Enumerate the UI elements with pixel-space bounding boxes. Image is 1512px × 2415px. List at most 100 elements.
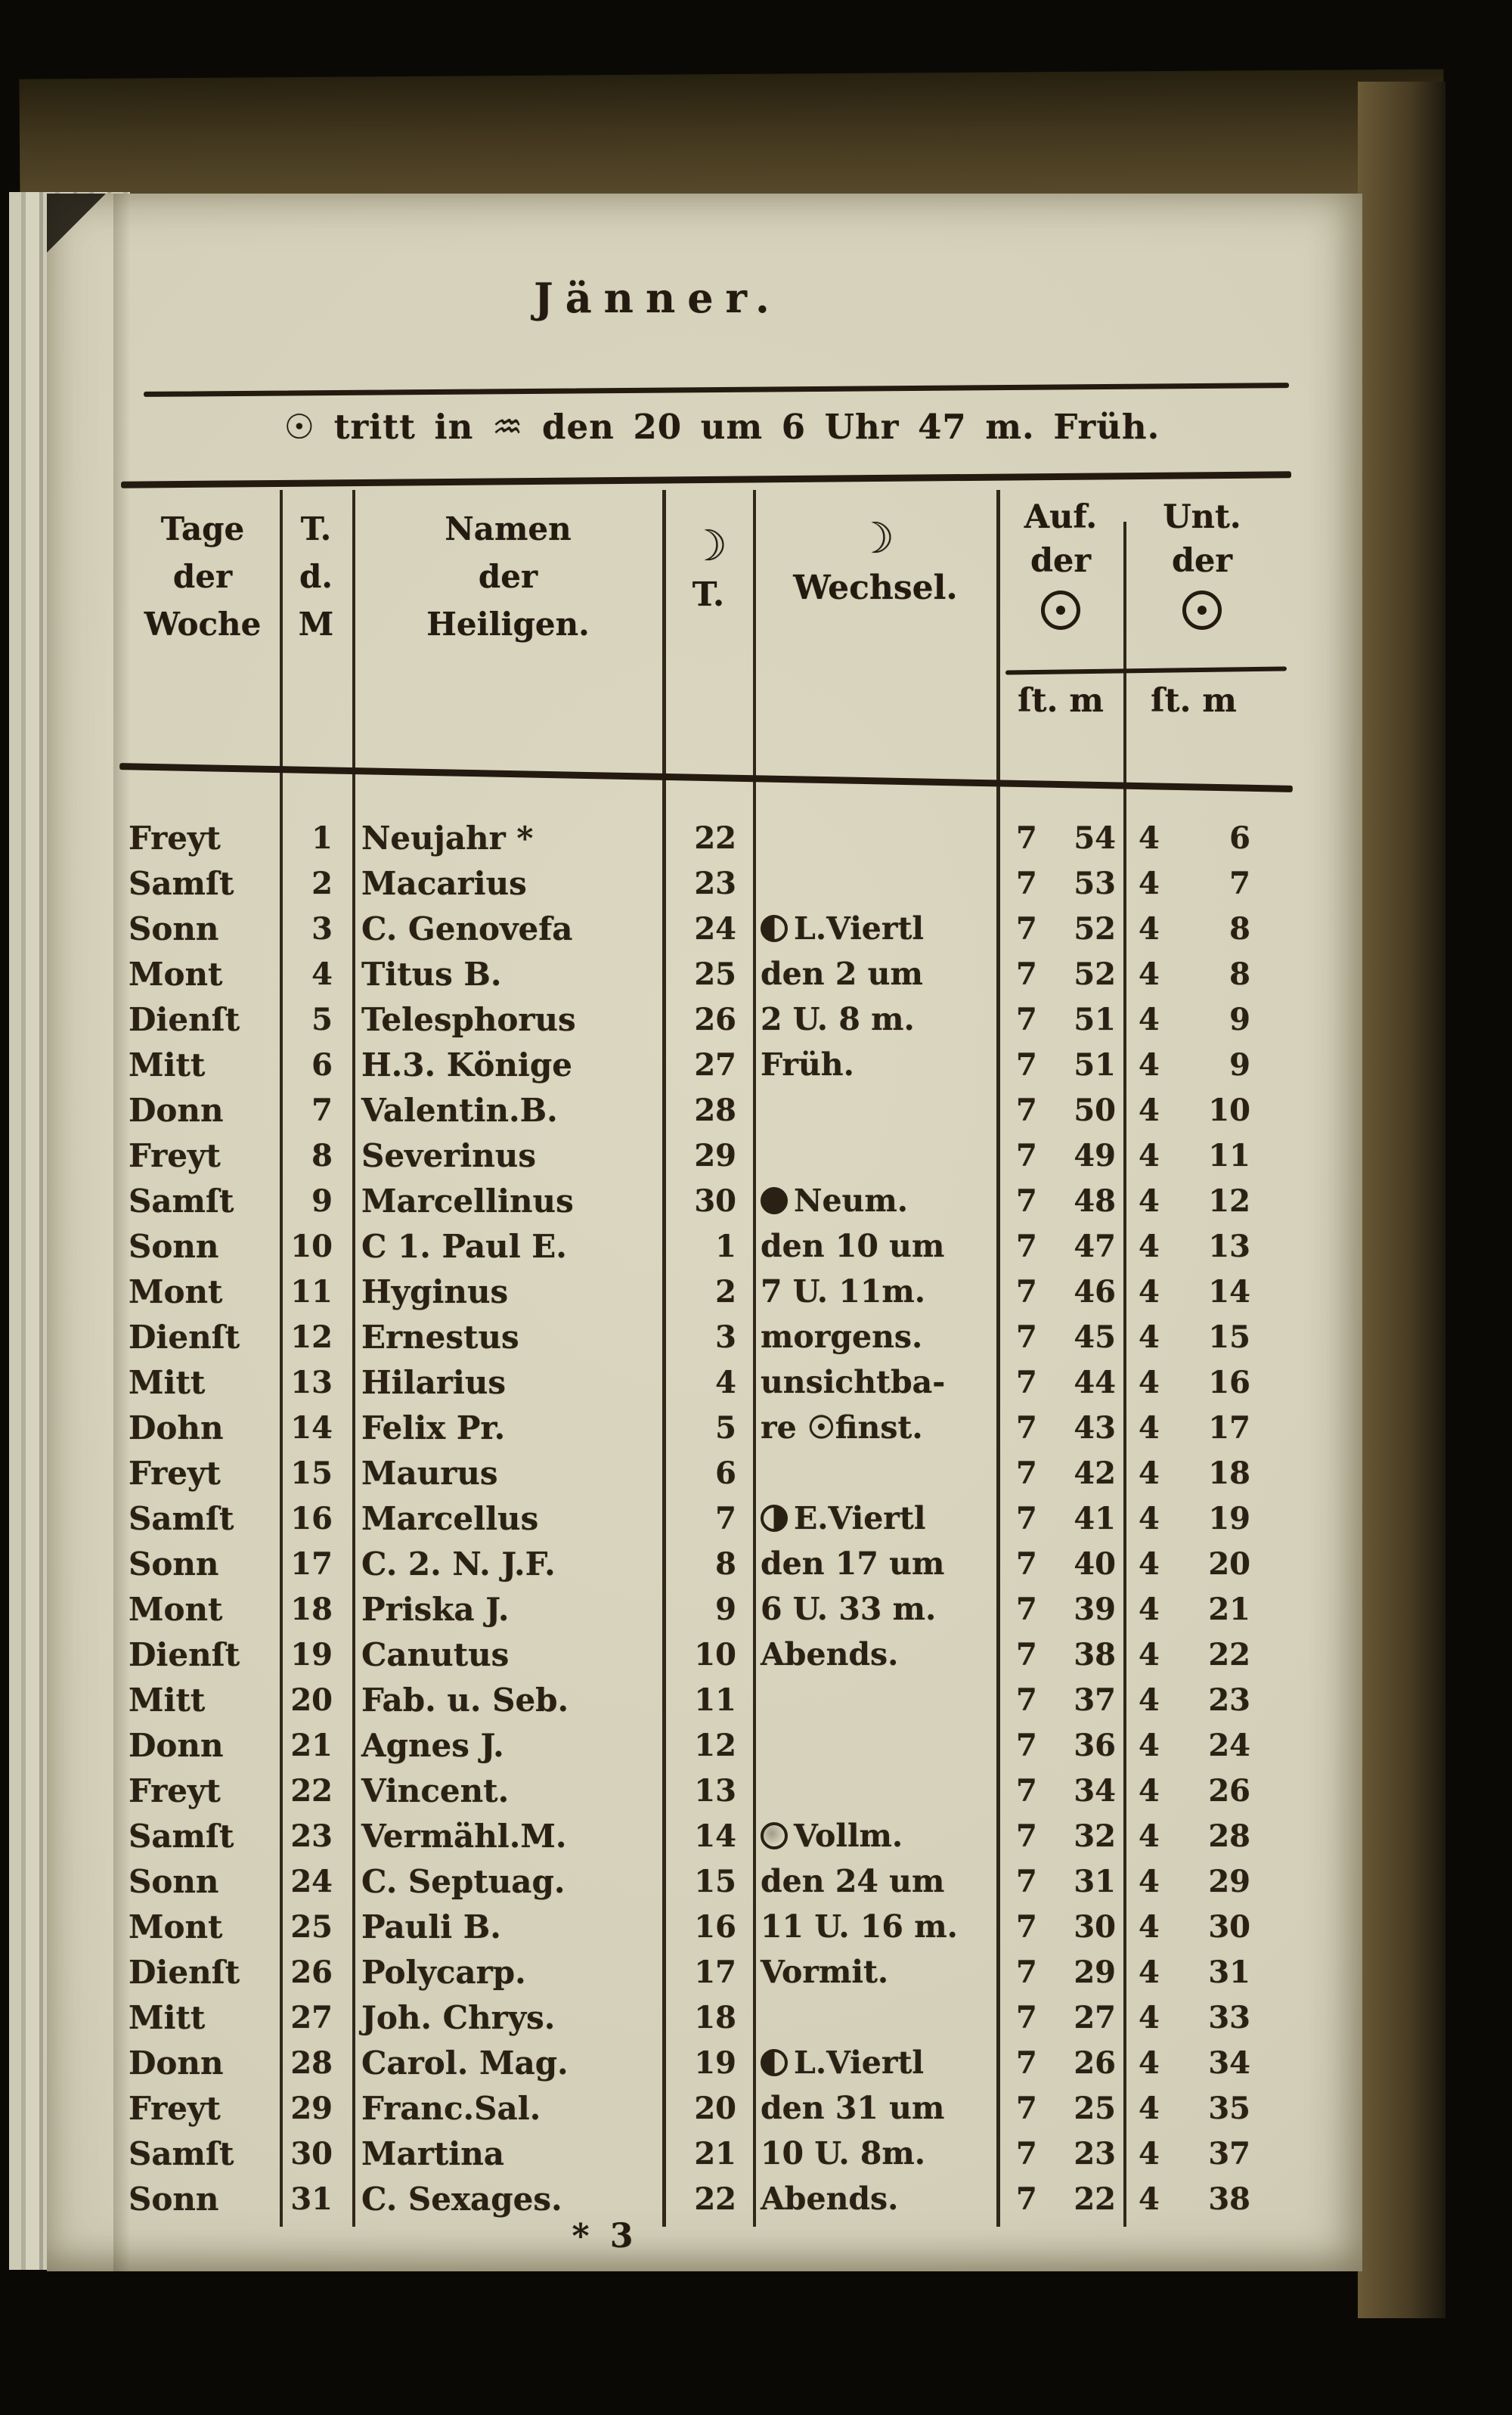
moon-wechsel-cell: 7 U. 11m. [753, 1273, 996, 1310]
table-row: Mont 25 Pauli B. 16 11 U. 16 m. 7 30 4 3… [125, 1904, 1285, 1949]
table-row: Freyt 15 Maurus 6 7 42 4 18 [125, 1450, 1285, 1496]
sunset-minute: 6 [1229, 820, 1250, 856]
weekday-cell: Samſt [129, 2134, 234, 2172]
sunrise-cell: 7 39 [996, 1592, 1123, 1627]
weekday-cell: Dienſt [129, 1953, 240, 1991]
sunset-cell: 4 12 [1123, 1183, 1285, 1219]
sunrise-cell: 7 44 [996, 1365, 1123, 1400]
month-day-cell: 13 [290, 1364, 333, 1400]
sunrise-cell: 7 26 [996, 2045, 1123, 2081]
sunrise-minute: 30 [1074, 1908, 1116, 1945]
sunrise-cell: 7 27 [996, 2000, 1123, 2035]
moon-wechsel-text: 6 U. 33 m. [761, 1591, 937, 1627]
sunset-cell: 4 8 [1123, 911, 1285, 947]
month-day-cell: 19 [290, 1636, 333, 1673]
table-row: Mitt 27 Joh. Chrys. 18 7 27 4 33 [125, 1995, 1285, 2040]
moon-wechsel-text: Vormit. [761, 1954, 889, 1990]
sunset-cell: 4 22 [1123, 1637, 1285, 1673]
header-saint-names: Namen der Heiligen. [426, 510, 590, 643]
month-day-cell: 1 [311, 820, 333, 856]
first-moon-icon [761, 1505, 788, 1532]
moon-wechsel-cell: 10 U. 8m. [753, 2135, 996, 2172]
moon-wechsel-cell: den 2 um [753, 956, 996, 992]
saint-name-cell: C 1. Paul E. [361, 1227, 567, 1265]
month-day-cell: 6 [311, 1046, 333, 1083]
sunset-minute: 8 [1229, 956, 1250, 992]
sunrise-hour: 7 [1016, 1591, 1037, 1627]
moon-day-cell: 1 [715, 1228, 736, 1264]
sunrise-minute: 51 [1074, 1046, 1116, 1083]
weekday-cell: Mont [129, 955, 223, 993]
moon-wechsel-cell: L.Viertl [753, 910, 996, 947]
sunrise-hour: 7 [1016, 1636, 1037, 1673]
moon-wechsel-text: Neum. [794, 1183, 909, 1219]
moon-day-cell: 26 [694, 1001, 736, 1037]
table-row: Freyt 8 Severinus 29 7 49 4 11 [125, 1133, 1285, 1178]
sunrise-hour: 7 [1016, 1228, 1037, 1264]
saint-name-cell: Valentin.B. [361, 1091, 558, 1129]
sunrise-cell: 7 42 [996, 1456, 1123, 1491]
sunset-hour: 4 [1139, 1954, 1160, 1990]
month-day-cell: 25 [290, 1908, 333, 1945]
moon-day-cell: 19 [694, 2045, 736, 2081]
sunset-hour: 4 [1139, 1046, 1160, 1083]
weekday-cell: Dienſt [129, 1635, 240, 1673]
month-day-cell: 21 [290, 1727, 333, 1763]
moon-wechsel-text: 10 U. 8m. [761, 2135, 926, 2172]
sunrise-cell: 7 36 [996, 1728, 1123, 1763]
month-day-cell: 4 [311, 956, 333, 992]
month-day-cell: 20 [290, 1682, 333, 1718]
moon-day-cell: 18 [694, 1999, 736, 2035]
sunrise-cell: 7 31 [996, 1864, 1123, 1899]
saint-name-cell: C. Sexages. [361, 2180, 562, 2218]
saint-name-cell: Fab. u. Seb. [361, 1681, 569, 1719]
month-day-cell: 30 [290, 2135, 333, 2172]
month-day-cell: 5 [311, 1001, 333, 1037]
moon-wechsel-text: morgens. [761, 1319, 923, 1355]
saint-name-cell: Canutus [361, 1635, 510, 1673]
sunset-cell: 4 30 [1123, 1909, 1285, 1945]
paper-page [47, 194, 1362, 2271]
header-weekday: Tage der Woche [144, 510, 262, 643]
sunrise-hour: 7 [1016, 2135, 1037, 2172]
month-day-cell: 12 [290, 1319, 333, 1355]
weekday-cell: Samſt [129, 1182, 234, 1220]
moon-wechsel-text: re ☉finst. [761, 1409, 923, 1446]
sunrise-minute: 50 [1074, 1092, 1116, 1128]
month-day-cell: 23 [290, 1818, 333, 1854]
sunset-minute: 38 [1208, 2181, 1250, 2217]
table-row: Dienſt 26 Polycarp. 17 Vormit. 7 29 4 31 [125, 1949, 1285, 1995]
moon-day-cell: 20 [694, 2090, 736, 2126]
sunset-cell: 4 14 [1123, 1274, 1285, 1310]
sunset-hour: 4 [1139, 1183, 1160, 1219]
moon-crescent-icon: ☽ [856, 514, 895, 563]
weekday-cell: Donn [129, 1726, 224, 1764]
moon-day-cell: 5 [715, 1409, 736, 1446]
weekday-cell: Dohn [129, 1409, 224, 1446]
sunrise-minute: 46 [1074, 1273, 1116, 1310]
sunrise-cell: 7 30 [996, 1909, 1123, 1945]
sunrise-minute: 53 [1074, 865, 1116, 901]
sunrise-minute: 22 [1074, 2181, 1116, 2217]
sunset-cell: 4 34 [1123, 2045, 1285, 2081]
sun-icon [1182, 591, 1222, 630]
column-rule-1 [280, 490, 283, 2227]
sunset-minute: 22 [1208, 1636, 1250, 1673]
sunrise-hour: 7 [1016, 865, 1037, 901]
book-cover-top-edge [19, 69, 1445, 209]
weekday-cell: Freyt [129, 1772, 221, 1809]
sunrise-cell: 7 37 [996, 1682, 1123, 1718]
saint-name-cell: Marcellus [361, 1499, 539, 1537]
sunrise-cell: 7 51 [996, 1047, 1123, 1083]
sunrise-hour: 7 [1016, 956, 1037, 992]
book-cover-right-edge [1358, 82, 1445, 2318]
sunrise-hour: 7 [1016, 1682, 1037, 1718]
sunrise-minute: 54 [1074, 820, 1116, 856]
moon-day-cell: 2 [715, 1273, 736, 1310]
last-moon-icon [761, 915, 788, 942]
sunrise-minute: 52 [1074, 956, 1116, 992]
moon-day-cell: 10 [694, 1636, 736, 1673]
moon-wechsel-cell: den 17 um [753, 1545, 996, 1582]
moon-day-cell: 16 [694, 1908, 736, 1945]
signature-mark: * 3 [572, 2217, 638, 2255]
